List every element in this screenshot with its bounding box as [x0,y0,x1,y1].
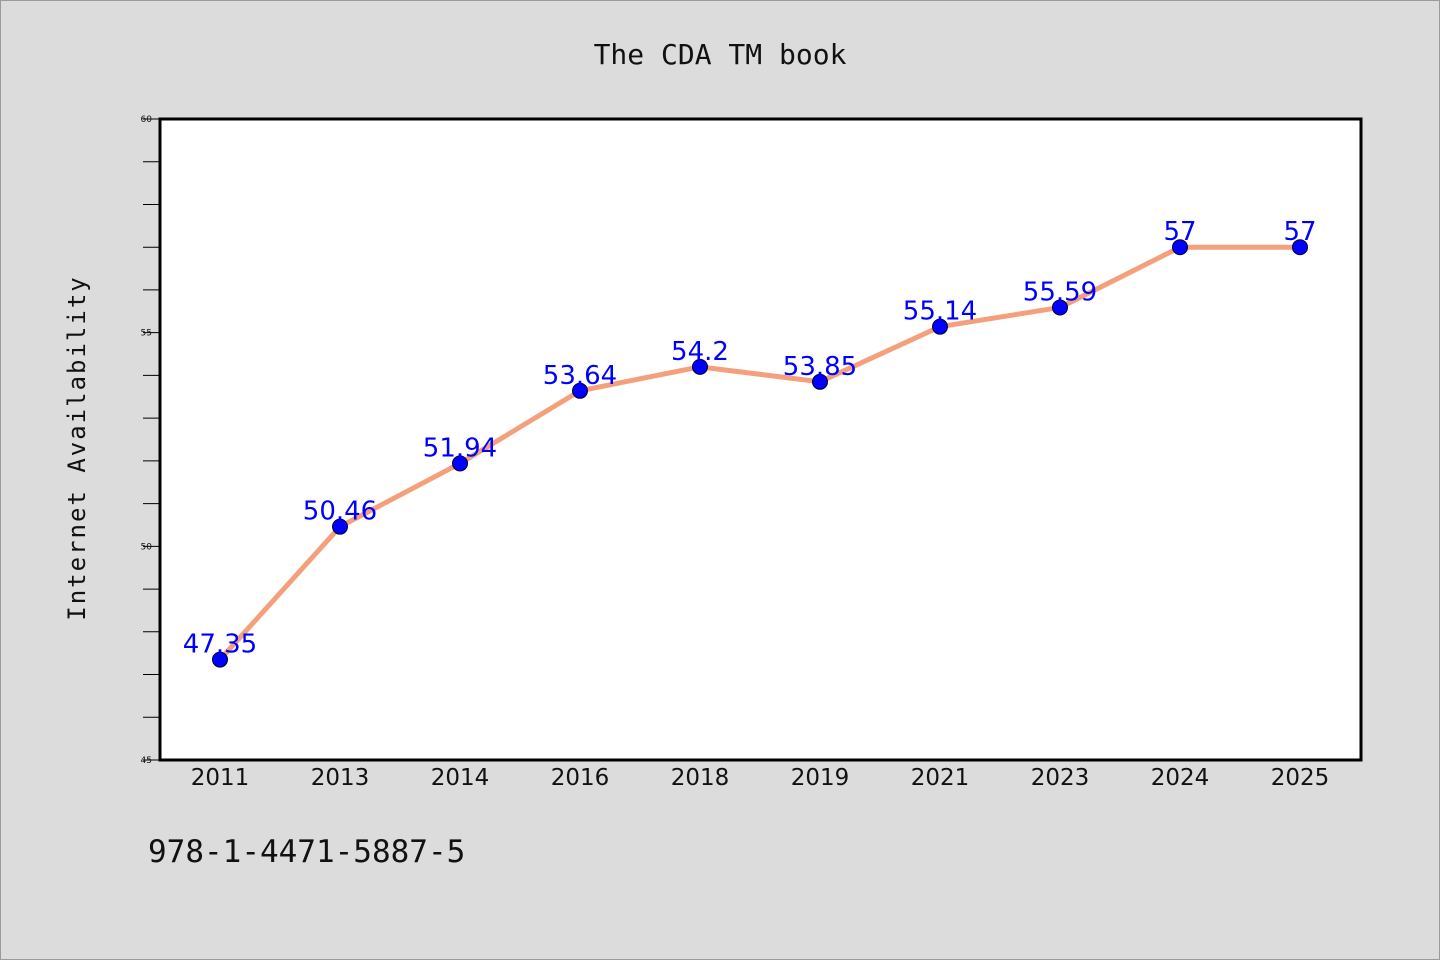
data-point [812,373,828,390]
y-tick-label: 50 [141,542,153,552]
y-tick-label: 55 [141,329,152,339]
data-point [692,358,708,375]
data-label: 57 [1283,217,1316,247]
data-point [932,318,948,335]
chart-title: The CDA TM book [594,38,847,71]
data-point [212,651,228,668]
x-tick-label: 2016 [551,765,610,791]
x-tick-label: 2018 [671,765,730,791]
data-point [1172,239,1188,256]
x-tick-label: 2019 [791,765,850,791]
x-tick-label: 2011 [191,765,250,791]
series-line [217,244,1303,663]
footer-isbn: 978-1-4471-5887-5 [148,834,466,870]
data-point [332,518,348,535]
data-label: 57 [1163,217,1196,247]
y-axis: 45 50 55 60 [141,115,160,766]
data-label: 54.2 [671,337,729,367]
data-point [1292,239,1308,256]
plot-area [158,117,1363,762]
data-label: 55.59 [1023,277,1097,307]
data-label: 51.94 [423,433,497,463]
x-tick-label: 2025 [1271,765,1330,791]
x-tick-label: 2024 [1151,765,1210,791]
y-tick-label: 45 [141,756,152,766]
data-label: 50.46 [303,497,377,527]
x-axis: 2011 2013 2014 2016 2018 2019 2021 2023 2024 2025 [191,765,1330,791]
x-tick-label: 2014 [431,765,490,791]
data-label: 55.14 [903,297,977,327]
data-point [572,382,588,399]
data-label: 47.35 [183,630,257,660]
data-point [452,455,468,472]
data-label: 53.64 [543,361,617,391]
x-tick-label: 2021 [911,765,970,791]
x-tick-label: 2013 [311,765,370,791]
y-tick-label: 60 [141,115,153,125]
data-point [1052,299,1068,316]
y-axis-label: Internet Availability [63,275,91,620]
x-tick-label: 2023 [1031,765,1090,791]
data-series: 47.35 50.46 51.94 53.64 54.2 53.85 55.14 55.59 5… [183,217,1317,668]
data-label: 53.85 [783,352,857,382]
